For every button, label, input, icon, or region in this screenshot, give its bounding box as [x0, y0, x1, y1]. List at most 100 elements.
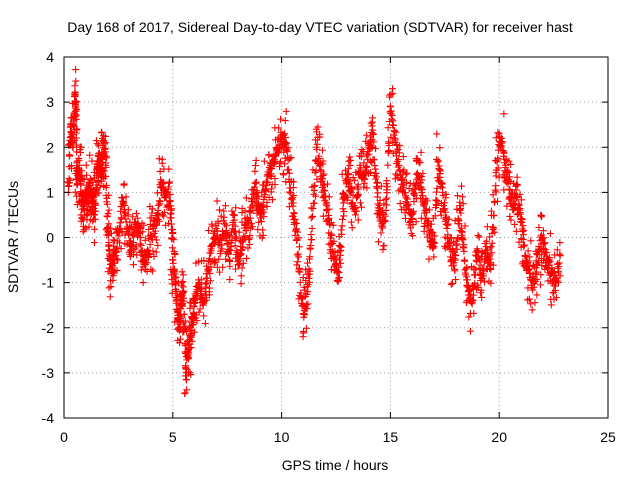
- data-point-trace: [91, 192, 99, 200]
- data-point-trace: [500, 149, 508, 157]
- data-point: [373, 193, 381, 201]
- data-point-trace: [102, 173, 110, 181]
- data-point-trace: [265, 151, 273, 159]
- data-point-trace: [505, 185, 513, 193]
- data-point-trace: [538, 262, 546, 270]
- data-point-trace: [540, 239, 548, 247]
- data-point-trace: [465, 313, 473, 321]
- data-point-trace: [340, 208, 348, 216]
- data-point-trace: [143, 259, 151, 267]
- data-point-trace: [149, 247, 157, 255]
- y-tick-label: 0: [46, 230, 54, 246]
- data-point-trace: [354, 216, 362, 224]
- data-point-trace: [281, 117, 289, 125]
- data-point-trace: [113, 266, 121, 274]
- data-point-trace: [232, 233, 240, 241]
- data-point-trace: [205, 227, 213, 235]
- data-point-trace: [353, 183, 361, 191]
- data-point-trace: [512, 227, 520, 235]
- data-point-trace: [433, 196, 441, 204]
- gridlines: [64, 57, 608, 418]
- data-point-trace: [307, 214, 315, 222]
- data-point-trace: [164, 219, 172, 227]
- data-point-trace: [259, 226, 267, 234]
- data-point-trace: [419, 170, 427, 178]
- data-point-trace: [506, 173, 514, 181]
- data-point-trace: [515, 238, 523, 246]
- data-point-trace: [384, 124, 392, 132]
- data-point-trace: [137, 266, 145, 274]
- data-point-trace: [516, 190, 524, 198]
- data-point-trace: [427, 220, 435, 228]
- data-point-trace: [488, 249, 496, 257]
- data-point-trace: [389, 117, 397, 125]
- data-point-trace: [461, 222, 469, 230]
- data-point-trace: [330, 237, 338, 245]
- data-point: [75, 161, 83, 169]
- data-point-trace: [247, 224, 255, 232]
- data-point-trace: [101, 139, 109, 147]
- data-point-trace: [246, 241, 254, 249]
- data-point-trace: [117, 245, 125, 253]
- data-point-trace: [281, 160, 289, 168]
- data-point-trace: [460, 241, 468, 249]
- data-point-trace: [379, 218, 387, 226]
- data-point-trace: [76, 149, 84, 157]
- data-point-trace: [236, 251, 244, 259]
- data-point-trace: [91, 225, 99, 233]
- data-point-trace: [525, 295, 533, 303]
- data-point-trace: [449, 247, 457, 255]
- data-point-trace: [139, 228, 147, 236]
- data-point-trace: [323, 199, 331, 207]
- data-point: [90, 211, 98, 219]
- data-point-trace: [392, 128, 400, 136]
- data-point-trace: [531, 299, 539, 307]
- data-point-trace: [301, 311, 309, 319]
- data-point-trace: [422, 205, 430, 213]
- data-point-trace: [377, 182, 385, 190]
- data-point-trace: [507, 216, 515, 224]
- data-point-trace: [372, 183, 380, 191]
- data-point-trace: [72, 66, 80, 74]
- data-point-trace: [546, 258, 554, 266]
- data-point-trace: [211, 228, 219, 236]
- data-point-trace: [145, 226, 153, 234]
- y-tick-label: -3: [42, 365, 55, 381]
- data-point-trace: [403, 195, 411, 203]
- data-point-trace: [228, 236, 236, 244]
- data-point-trace: [98, 128, 106, 136]
- data-point-trace: [547, 301, 555, 309]
- data-point-trace: [150, 252, 158, 260]
- data-point-trace: [182, 375, 190, 383]
- data-point-trace: [260, 213, 268, 221]
- data-point-trace: [518, 216, 526, 224]
- data-point-trace: [142, 260, 150, 268]
- data-point-trace: [289, 199, 297, 207]
- data-point-trace: [137, 241, 145, 249]
- data-point-trace: [430, 239, 438, 247]
- data-point-trace: [425, 255, 433, 263]
- data-point-trace: [454, 192, 462, 200]
- data-point-trace: [500, 186, 508, 194]
- data-point-trace: [154, 201, 162, 209]
- data-point-trace: [181, 389, 189, 397]
- data-point-trace: [221, 202, 229, 210]
- data-point-trace: [295, 253, 303, 261]
- data-point-trace: [290, 192, 298, 200]
- data-point-trace: [430, 232, 438, 240]
- data-point-trace: [284, 144, 292, 152]
- data-point-trace: [375, 201, 383, 209]
- data-point-trace: [228, 207, 236, 215]
- data-point-trace: [430, 253, 438, 261]
- data-point-trace: [82, 161, 90, 169]
- data-point-trace: [371, 165, 379, 173]
- data-point-trace: [281, 130, 289, 138]
- data-point-trace: [313, 140, 321, 148]
- data-point-trace: [198, 284, 206, 292]
- data-point-trace: [103, 213, 111, 221]
- data-point-trace: [477, 286, 485, 294]
- data-point-trace: [320, 186, 328, 194]
- data-point-trace: [368, 144, 376, 152]
- data-points: [63, 66, 564, 398]
- data-point-trace: [82, 224, 90, 232]
